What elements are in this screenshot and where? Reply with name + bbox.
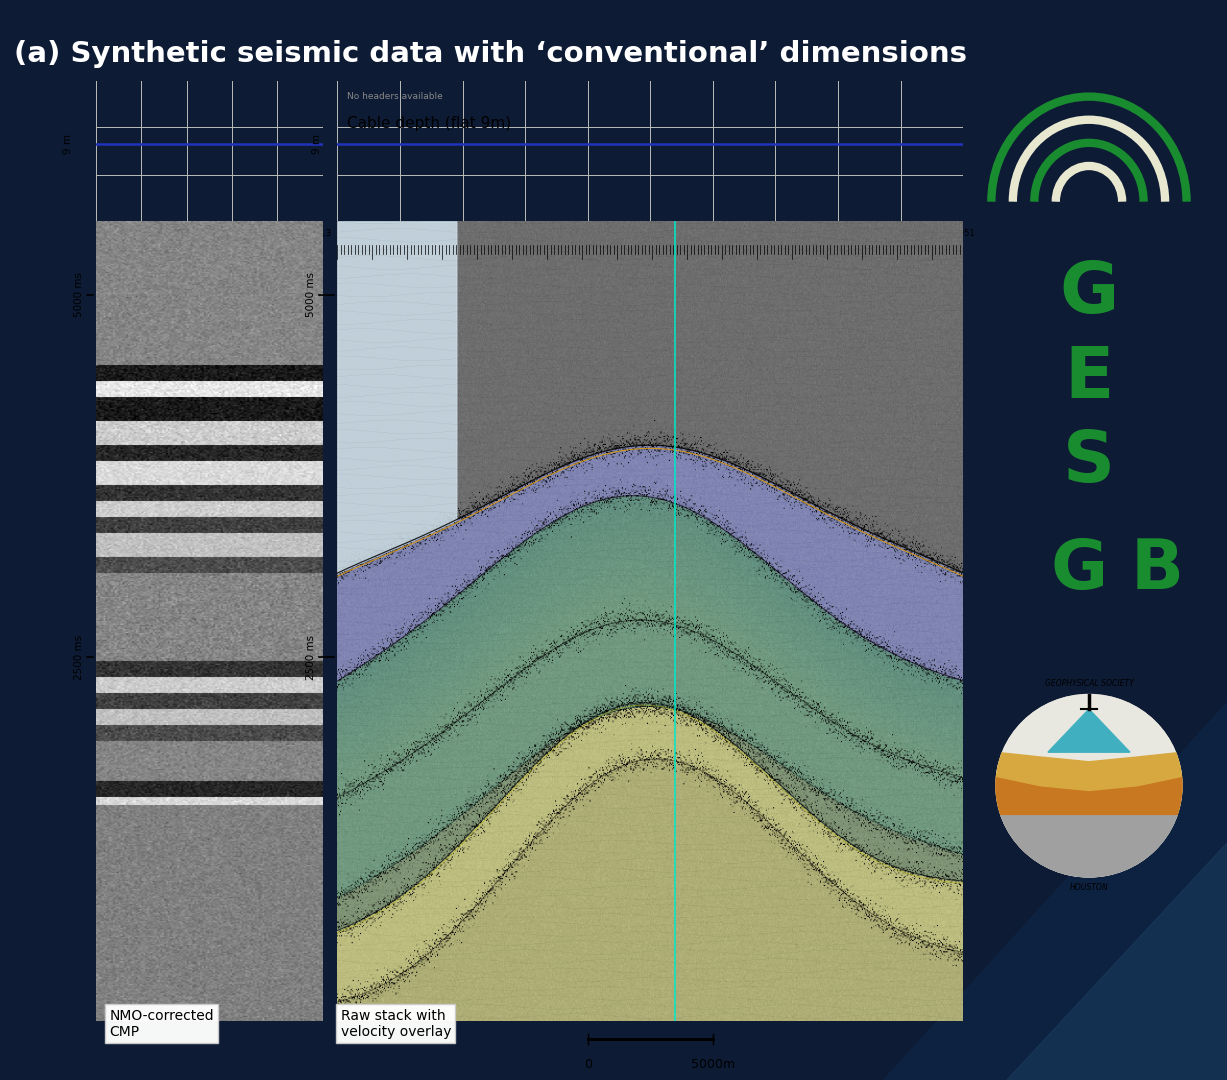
Polygon shape [995,752,1183,791]
Text: 9 m: 9 m [63,134,74,154]
Text: 5000 ms: 5000 ms [306,272,315,318]
Text: 5000 ms: 5000 ms [75,272,85,318]
Text: 800: 800 [587,229,602,238]
Text: No headers available: No headers available [347,92,443,102]
Polygon shape [995,777,1183,814]
Text: 400: 400 [458,229,474,238]
Polygon shape [883,702,1227,1080]
Text: 2500 ms: 2500 ms [306,634,315,679]
Text: HOUSTON: HOUSTON [1070,883,1108,892]
Text: B: B [1131,537,1184,604]
Text: 1,200: 1,200 [710,229,734,238]
Bar [96,221,323,357]
Text: 5000m: 5000m [691,1057,735,1070]
Text: Channel: Channel [99,228,145,239]
Text: 1,000: 1,000 [647,229,670,238]
Text: 1,800: 1,800 [903,229,926,238]
Text: 1,951: 1,951 [951,229,975,238]
Text: GEOPHYSICAL SOCIETY: GEOPHYSICAL SOCIETY [1044,679,1134,688]
Text: NMO-corrected
CMP: NMO-corrected CMP [109,1009,213,1039]
Text: 1,600: 1,600 [839,229,863,238]
Polygon shape [1048,710,1130,752]
Text: 2500 ms: 2500 ms [75,634,85,679]
Text: S: S [1063,428,1115,497]
Bar [940,222,963,244]
Text: 1,951: 1,951 [940,229,963,238]
Text: 0: 0 [584,1057,591,1070]
Text: CMP: CMP [344,228,366,239]
Text: G: G [1050,537,1108,604]
Polygon shape [995,814,1183,878]
Text: Raw stack with
velocity overlay: Raw stack with velocity overlay [341,1009,452,1039]
Text: 9 m: 9 m [312,134,321,154]
Text: (a) Synthetic seismic data with ‘conventional’ dimensions: (a) Synthetic seismic data with ‘convent… [15,40,967,68]
Text: Cable depth (flat 9m): Cable depth (flat 9m) [347,117,510,131]
Text: 209: 209 [239,229,256,238]
Text: 600: 600 [521,229,537,238]
Text: G: G [1059,259,1119,328]
Text: 313: 313 [314,229,331,238]
Circle shape [995,693,1183,878]
Text: E: E [1064,343,1114,413]
Polygon shape [1006,842,1227,1080]
Text: 1,400: 1,400 [774,229,799,238]
